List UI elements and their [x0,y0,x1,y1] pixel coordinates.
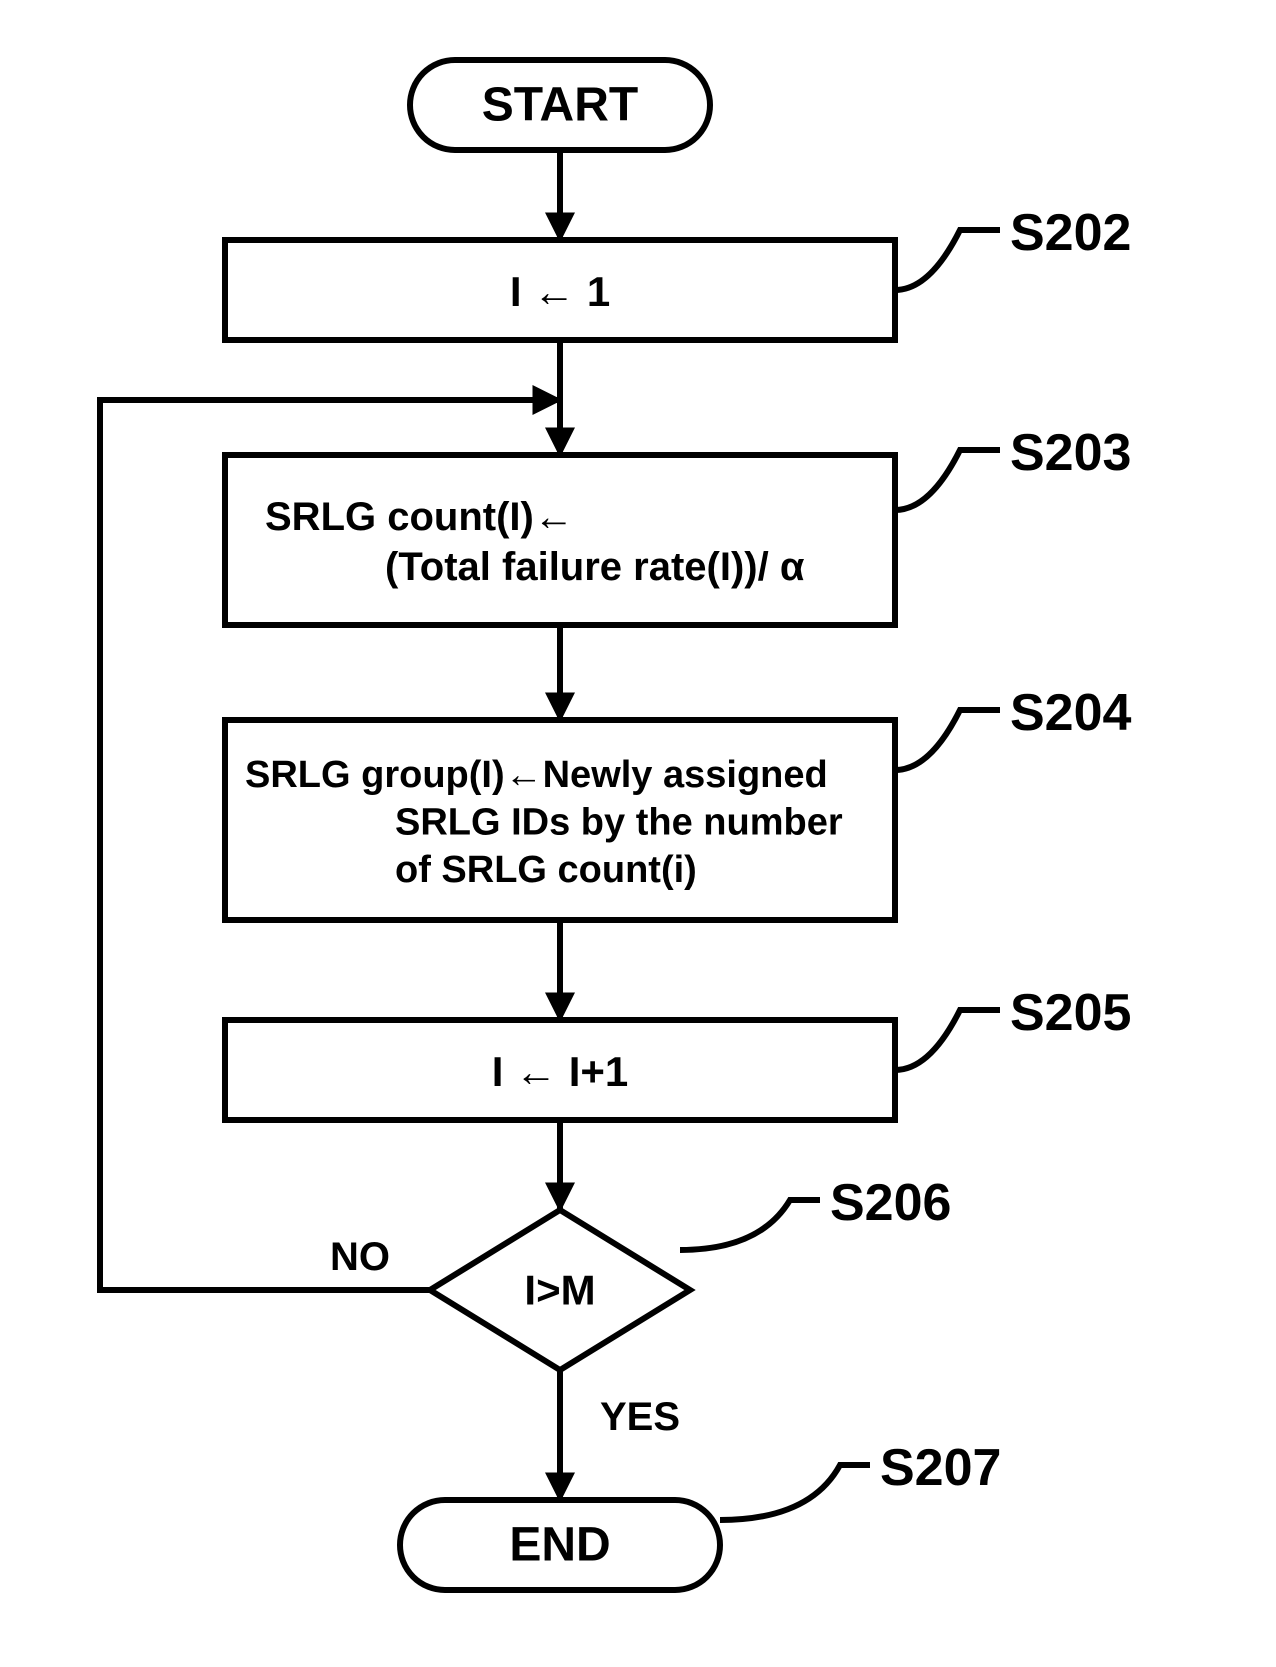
node-s204-text-0: SRLG group(I)←Newly assigned [245,754,828,796]
node-start-text: START [482,79,638,132]
leader-s206 [680,1200,820,1250]
edge-label-no: NO [330,1235,390,1279]
label-s206: S206 [830,1174,951,1232]
label-s204: S204 [1010,684,1132,742]
label-end: S207 [880,1439,1001,1497]
node-s203-text-0: SRLG count(I)← [265,495,574,539]
node-s205-text-0: I ← I+1 [492,1048,629,1095]
node-end: END [400,1500,720,1590]
node-s202-text-0: I ← 1 [510,268,610,315]
node-s204-text-1: SRLG IDs by the number [395,801,843,843]
node-s205: I ← I+1 [225,1020,895,1120]
leader-s203 [895,450,1000,510]
node-start: START [410,60,710,150]
label-s203: S203 [1010,424,1131,482]
leader-s205 [895,1010,1000,1070]
label-s202: S202 [1010,204,1131,262]
node-end-text: END [509,1519,610,1572]
node-s202: I ← 1 [225,240,895,340]
leader-end [720,1465,870,1520]
node-s206: I>M [430,1210,690,1370]
node-s203-text-1: (Total failure rate(I))/ α [385,545,805,589]
label-s205: S205 [1010,984,1131,1042]
node-s203: SRLG count(I)← (Total failure rate(I))/ α [225,455,895,625]
node-s204-text-2: of SRLG count(i) [395,849,697,891]
leader-s202 [895,230,1000,290]
node-s206-text: I>M [524,1267,595,1314]
leader-s204 [895,710,1000,770]
node-s204: SRLG group(I)←Newly assigned SRLG IDs by … [225,720,895,920]
edge-label-yes: YES [600,1395,680,1439]
